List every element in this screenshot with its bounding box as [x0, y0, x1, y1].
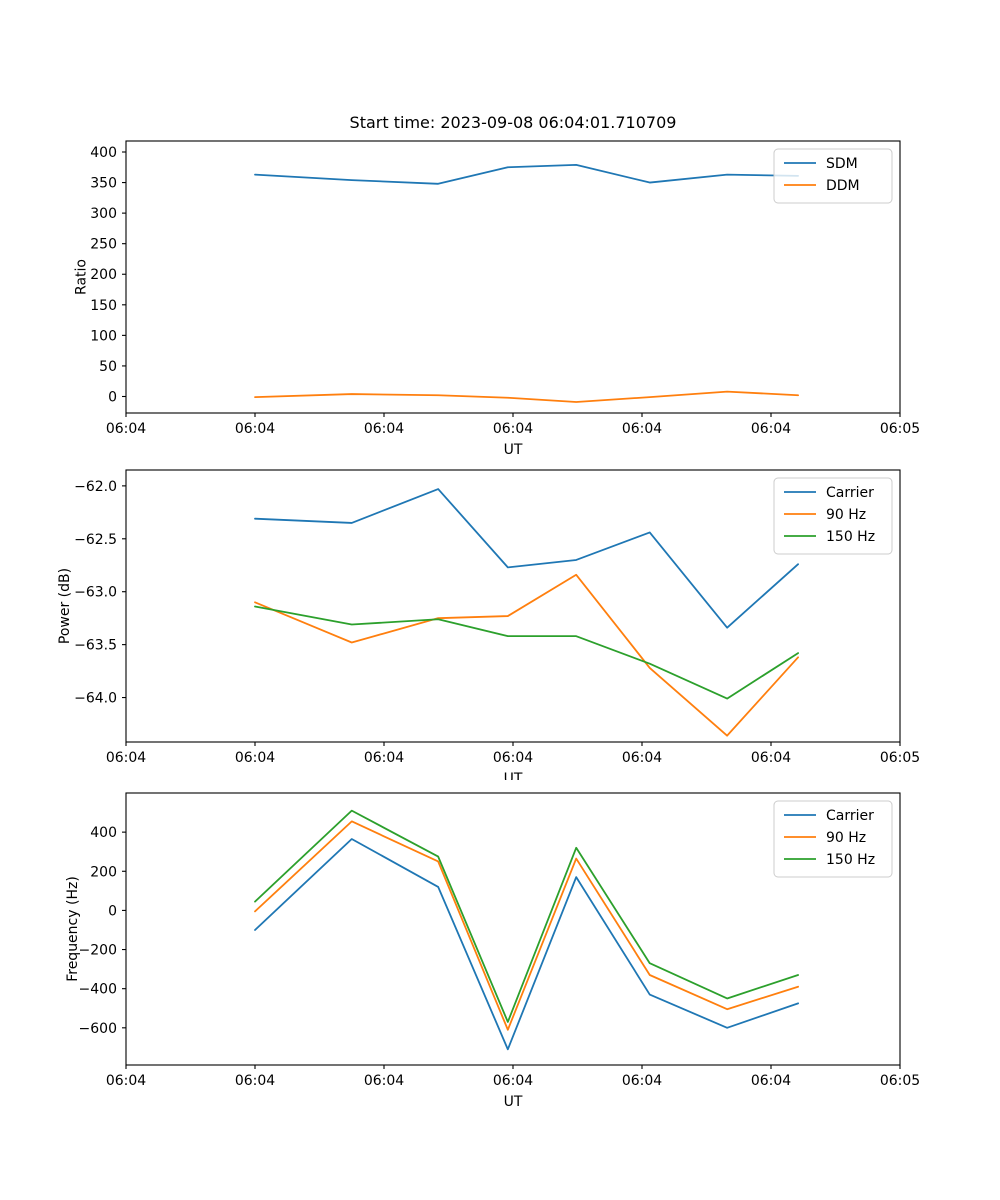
- legend-label-ddm: DDM: [826, 178, 860, 194]
- y-tick-label: 0: [108, 903, 117, 919]
- legend-label-150-hz: 150 Hz: [826, 529, 875, 545]
- y-tick-label: 400: [90, 825, 117, 841]
- x-tick-label: 06:04: [364, 1073, 404, 1089]
- x-tick-label: 06:04: [751, 421, 791, 437]
- y-tick-label: 150: [90, 298, 117, 314]
- y-tick-label: 400: [90, 145, 117, 161]
- y-tick-label: 0: [108, 389, 117, 405]
- y-axis-label: Power (dB): [57, 568, 73, 644]
- legend-box-2: [773, 800, 893, 878]
- subplot-power: 06:04 06:04 06:04 06:04 06:04 06:04 06:05 UT −62…: [0, 440, 1000, 780]
- x-axis-label: UT: [504, 771, 523, 780]
- plot-area-2: 06:04 06:04 06:04 06:04 06:04 06:04 06:05 UT −60…: [65, 792, 920, 1110]
- x-tick-label: 06:04: [493, 421, 533, 437]
- x-tick-label: 06:04: [493, 750, 533, 766]
- x-tick-label: 06:04: [751, 1073, 791, 1089]
- x-tick-label: 06:05: [880, 421, 920, 437]
- x-axis-label: UT: [504, 1094, 523, 1110]
- plot-area-1: 06:04 06:04 06:04 06:04 06:04 06:04 06:05 UT −62…: [57, 469, 920, 780]
- y-tick-label: 50: [99, 359, 117, 375]
- series-line-90-hz: [254, 573, 799, 737]
- y-tick-label: −200: [79, 943, 117, 959]
- series-line-sdm: [254, 163, 799, 185]
- y-tick-label: 100: [90, 328, 117, 344]
- series-line-150-hz: [254, 809, 799, 1023]
- y-tick-label: 350: [90, 176, 117, 192]
- y-tick-label: 200: [90, 864, 117, 880]
- x-tick-label: 06:04: [235, 750, 275, 766]
- x-tick-label: 06:04: [622, 750, 662, 766]
- x-tick-label: 06:04: [235, 421, 275, 437]
- y-tick-label: 200: [90, 267, 117, 283]
- x-tick-label: 06:04: [622, 1073, 662, 1089]
- series-line-carrier: [254, 838, 799, 1051]
- legend-label-150-hz: 150 Hz: [826, 852, 875, 868]
- x-tick-label: 06:04: [622, 421, 662, 437]
- x-tick-label: 06:04: [235, 1073, 275, 1089]
- x-tick-label: 06:04: [106, 1073, 146, 1089]
- x-axis-label: UT: [504, 442, 523, 458]
- x-tick-label: 06:04: [493, 1073, 533, 1089]
- x-tick-label: 06:05: [880, 1073, 920, 1089]
- legend-label-carrier: Carrier: [826, 808, 874, 824]
- x-tick-label: 06:04: [106, 750, 146, 766]
- x-tick-label: 06:04: [751, 750, 791, 766]
- x-tick-label: 06:04: [364, 421, 404, 437]
- x-tick-label: 06:05: [880, 750, 920, 766]
- series-line-150-hz: [254, 605, 799, 700]
- y-axis-label: Frequency (Hz): [65, 876, 81, 982]
- legend-label-sdm: SDM: [826, 156, 858, 172]
- y-tick-label: −62.5: [74, 532, 117, 548]
- y-tick-label: −63.0: [74, 585, 117, 601]
- y-tick-label: −64.0: [74, 691, 117, 707]
- legend-label-90-hz: 90 Hz: [826, 830, 866, 846]
- series-line-carrier: [254, 488, 799, 629]
- y-tick-label: 300: [90, 206, 117, 222]
- y-tick-label: −400: [79, 982, 117, 998]
- subplot-frequency: 06:04 06:04 06:04 06:04 06:04 06:04 06:05 UT −60…: [0, 770, 1000, 1120]
- series-line-90-hz: [254, 820, 799, 1031]
- legend-label-90-hz: 90 Hz: [826, 507, 866, 523]
- y-axis-label: Ratio: [73, 259, 89, 295]
- x-tick-label: 06:04: [364, 750, 404, 766]
- y-tick-label: −62.0: [74, 479, 117, 495]
- legend-label-carrier: Carrier: [826, 485, 874, 501]
- legend-box-1: [773, 477, 893, 555]
- plot-title: Start time: 2023-09-08 06:04:01.710709: [350, 113, 677, 132]
- y-tick-label: −600: [79, 1021, 117, 1037]
- subplot-ratio: Start time: 2023-09-08 06:04:01.710709 06…: [0, 0, 1000, 460]
- x-tick-label: 06:04: [106, 421, 146, 437]
- series-line-ddm: [254, 390, 799, 403]
- plot-area-0: Start time: 2023-09-08 06:04:01.710709 06…: [73, 113, 920, 458]
- y-tick-label: −63.5: [74, 638, 117, 654]
- y-tick-label: 250: [90, 237, 117, 253]
